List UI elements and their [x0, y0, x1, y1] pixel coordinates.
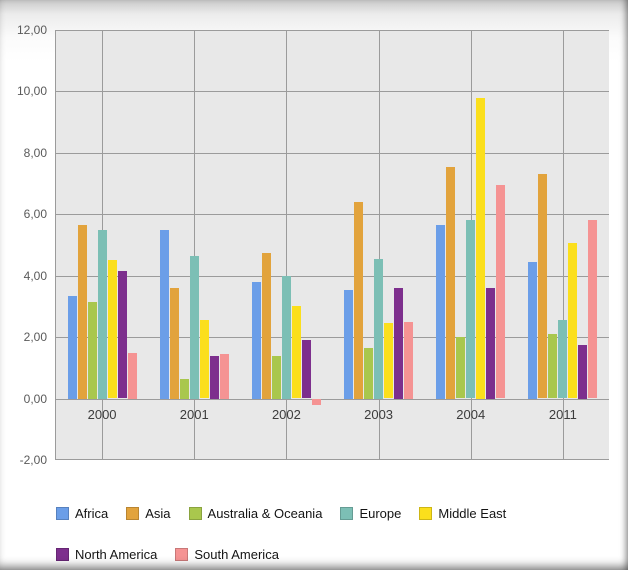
legend-item-asia: Asia — [126, 506, 171, 521]
gridline-horizontal — [56, 459, 609, 460]
legend-item-australia-oceania: Australia & Oceania — [188, 506, 323, 521]
bar-north-america — [578, 345, 587, 399]
bar-middle-east — [108, 260, 117, 398]
gridline-vertical — [563, 30, 564, 460]
legend-label: Middle East — [438, 506, 507, 521]
gridline-vertical — [379, 30, 380, 460]
bar-africa — [436, 225, 445, 399]
x-axis-category-label: 2004 — [456, 406, 486, 422]
plot-area: 2000 2001 2002 2003 2004 2011 — [55, 30, 609, 460]
x-axis-category-label: 2011 — [548, 406, 577, 422]
x-axis-category-label: 2000 — [87, 406, 117, 422]
x-axis-category-label: 2003 — [364, 406, 394, 422]
bar-asia — [78, 225, 87, 399]
bar-asia — [446, 167, 455, 399]
bar-north-america — [394, 288, 403, 399]
bar-europe — [190, 256, 199, 399]
gridline-vertical — [194, 30, 195, 460]
bar-north-america — [486, 288, 495, 399]
bar-asia — [262, 253, 271, 399]
legend-item-north-america: North America — [56, 547, 157, 562]
bar-australia-oceania — [456, 337, 465, 398]
bar-europe — [98, 230, 107, 399]
bar-middle-east — [384, 323, 393, 398]
bar-north-america — [302, 340, 311, 398]
bar-middle-east — [292, 306, 301, 398]
y-axis-tick-label: 4,00 — [23, 269, 47, 283]
legend-label: South America — [194, 547, 279, 562]
bar-africa — [528, 262, 537, 399]
bar-australia-oceania — [364, 348, 373, 399]
legend-swatch-australia-oceania — [188, 507, 202, 520]
bar-australia-oceania — [272, 356, 281, 399]
y-axis-tick-label: 2,00 — [23, 330, 47, 344]
gridline-vertical — [286, 30, 287, 460]
y-axis-labels: 12,00 10,00 8,00 6,00 4,00 2,00 0,00 -2,00 — [0, 23, 47, 467]
legend: Africa Asia Australia & Oceania Europe Middl… — [56, 506, 611, 562]
bar-middle-east — [200, 320, 209, 398]
legend-item-africa: Africa — [56, 506, 108, 521]
y-axis-tick-label: -2,00 — [19, 453, 47, 467]
legend-item-south-america: South America — [175, 547, 279, 562]
gridline-horizontal — [56, 399, 609, 400]
y-axis-tick-label: 10,00 — [16, 84, 47, 98]
bar-asia — [354, 202, 363, 399]
bar-asia — [538, 174, 547, 398]
bar-australia-oceania — [180, 379, 189, 399]
gridline-horizontal — [56, 337, 609, 338]
y-axis-tick-label: 12,00 — [16, 23, 47, 37]
bar-south-america — [128, 353, 137, 399]
bar-europe — [282, 276, 291, 399]
bar-south-america — [496, 185, 505, 398]
bar-europe — [558, 320, 567, 398]
bar-africa — [252, 282, 261, 399]
gridline-horizontal — [56, 153, 609, 154]
legend-swatch-africa — [56, 507, 69, 520]
legend-swatch-europe — [340, 507, 354, 520]
bar-south-america — [588, 220, 597, 398]
bar-south-america — [220, 354, 229, 399]
bar-south-america — [312, 399, 321, 405]
y-axis-tick-label: 0,00 — [23, 392, 47, 406]
y-axis-tick-label: 6,00 — [23, 207, 47, 221]
x-axis-category-label: 2001 — [179, 406, 209, 422]
bar-north-america — [210, 356, 219, 399]
legend-label: Europe — [359, 506, 402, 521]
legend-swatch-middle-east — [419, 507, 433, 520]
bar-north-america — [118, 271, 127, 398]
bar-europe — [374, 259, 383, 399]
bar-europe — [466, 220, 475, 398]
bar-middle-east — [568, 243, 577, 398]
gridline-horizontal — [56, 30, 609, 31]
legend-item-middle-east: Middle East — [419, 506, 506, 521]
legend-label: Australia & Oceania — [207, 506, 323, 521]
bar-africa — [160, 230, 169, 399]
legend-label: Africa — [75, 506, 109, 521]
x-axis-category-label: 2002 — [271, 406, 301, 422]
legend-label: North America — [75, 547, 158, 562]
bar-australia-oceania — [88, 302, 97, 399]
gridline-horizontal — [56, 91, 609, 92]
bar-africa — [68, 296, 77, 399]
bar-middle-east — [476, 98, 485, 399]
bar-australia-oceania — [548, 334, 557, 398]
legend-swatch-south-america — [175, 548, 189, 561]
legend-label: Asia — [145, 506, 171, 521]
legend-item-europe: Europe — [340, 506, 401, 521]
bar-asia — [170, 288, 179, 399]
legend-swatch-asia — [126, 507, 140, 520]
gridline-horizontal — [56, 276, 609, 277]
legend-swatch-north-america — [56, 548, 69, 561]
gridline-horizontal — [56, 214, 609, 215]
y-axis-tick-label: 8,00 — [23, 146, 47, 160]
bar-south-america — [404, 322, 413, 399]
bar-africa — [344, 290, 353, 399]
